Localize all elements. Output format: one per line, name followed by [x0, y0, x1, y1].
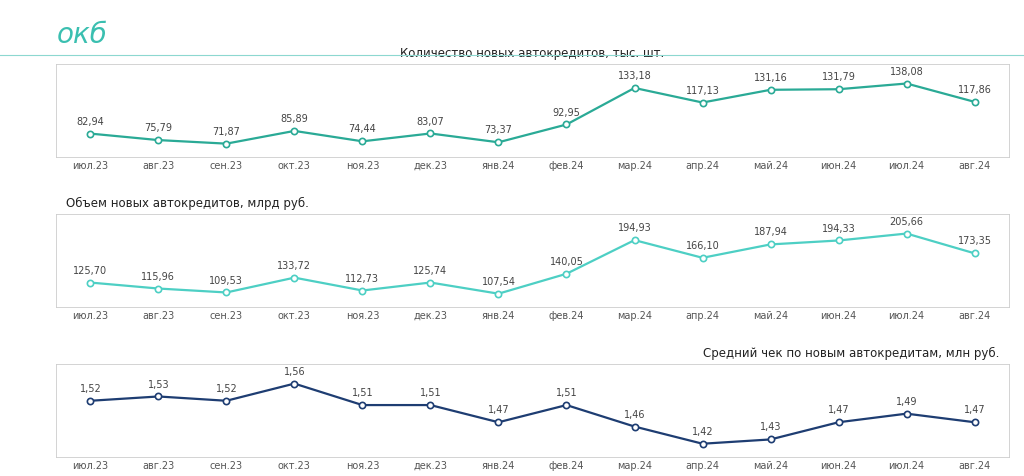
Point: [82, 130, 98, 138]
Point: [490, 139, 507, 146]
Text: 194,93: 194,93: [617, 223, 651, 233]
Text: 117,86: 117,86: [957, 85, 991, 95]
Text: 1,52: 1,52: [80, 384, 101, 394]
Point: [694, 254, 711, 262]
Text: 117,13: 117,13: [686, 86, 720, 96]
Point: [558, 121, 574, 129]
Text: 166,10: 166,10: [686, 241, 720, 251]
Text: Средний чек по новым автокредитам, млн руб.: Средний чек по новым автокредитам, млн р…: [702, 347, 999, 360]
Point: [967, 98, 983, 106]
Point: [898, 230, 914, 238]
Text: 194,33: 194,33: [821, 224, 855, 234]
Text: 1,56: 1,56: [284, 367, 305, 377]
Point: [151, 136, 167, 144]
Point: [218, 397, 234, 405]
Point: [967, 249, 983, 257]
Point: [490, 418, 507, 426]
Text: 133,72: 133,72: [278, 261, 311, 271]
Point: [898, 79, 914, 87]
Point: [694, 99, 711, 106]
Point: [762, 436, 778, 443]
Point: [82, 397, 98, 405]
Point: [286, 127, 303, 135]
Text: 85,89: 85,89: [281, 114, 308, 124]
Text: 115,96: 115,96: [141, 272, 175, 282]
Text: 125,70: 125,70: [74, 266, 108, 276]
Text: 83,07: 83,07: [417, 117, 444, 127]
Text: 74,44: 74,44: [348, 124, 376, 134]
Text: 92,95: 92,95: [553, 108, 581, 118]
Point: [354, 138, 371, 145]
Point: [830, 418, 847, 426]
Text: 140,05: 140,05: [550, 257, 584, 267]
Text: 173,35: 173,35: [957, 237, 991, 247]
Title: Количество новых автокредитов, тыс. шт.: Количество новых автокредитов, тыс. шт.: [400, 47, 665, 60]
Point: [694, 440, 711, 447]
Point: [151, 393, 167, 400]
Point: [558, 401, 574, 409]
Point: [422, 129, 438, 137]
Text: 125,74: 125,74: [414, 266, 447, 276]
Text: 187,94: 187,94: [754, 228, 787, 238]
Point: [82, 279, 98, 287]
Point: [354, 287, 371, 294]
Text: 1,52: 1,52: [215, 384, 238, 394]
Point: [830, 85, 847, 93]
Text: 131,79: 131,79: [821, 72, 855, 82]
Point: [762, 86, 778, 94]
Text: 1,42: 1,42: [692, 427, 714, 437]
Point: [627, 84, 643, 92]
Text: 73,37: 73,37: [484, 125, 512, 135]
Text: 131,16: 131,16: [754, 73, 787, 83]
Point: [354, 401, 371, 409]
Point: [422, 279, 438, 287]
Point: [286, 274, 303, 281]
Point: [218, 140, 234, 148]
Point: [558, 270, 574, 278]
Point: [490, 290, 507, 298]
Text: Объем новых автокредитов, млрд руб.: Объем новых автокредитов, млрд руб.: [66, 197, 308, 210]
Text: 1,49: 1,49: [896, 397, 918, 407]
Point: [627, 423, 643, 430]
Point: [830, 237, 847, 244]
Point: [422, 401, 438, 409]
Text: 138,08: 138,08: [890, 67, 924, 77]
Text: 1,51: 1,51: [420, 388, 441, 398]
Text: 133,18: 133,18: [617, 71, 651, 81]
Point: [898, 410, 914, 417]
Point: [218, 288, 234, 296]
Text: 71,87: 71,87: [212, 127, 241, 137]
Text: 1,51: 1,51: [351, 388, 373, 398]
Text: 1,43: 1,43: [760, 423, 781, 433]
Point: [627, 236, 643, 244]
Point: [286, 380, 303, 387]
Text: 1,46: 1,46: [624, 410, 645, 420]
Point: [967, 418, 983, 426]
Text: окб: окб: [56, 21, 108, 50]
Text: 1,47: 1,47: [827, 405, 849, 415]
Text: 1,51: 1,51: [556, 388, 578, 398]
Text: 205,66: 205,66: [890, 217, 924, 227]
Point: [762, 240, 778, 248]
Text: 1,53: 1,53: [147, 379, 169, 389]
Text: 107,54: 107,54: [481, 277, 515, 287]
Text: 1,47: 1,47: [964, 405, 985, 415]
Text: 112,73: 112,73: [345, 274, 380, 284]
Text: 1,47: 1,47: [487, 405, 509, 415]
Text: 82,94: 82,94: [77, 117, 104, 127]
Point: [151, 285, 167, 292]
Text: 75,79: 75,79: [144, 123, 172, 133]
Text: 109,53: 109,53: [210, 276, 244, 286]
